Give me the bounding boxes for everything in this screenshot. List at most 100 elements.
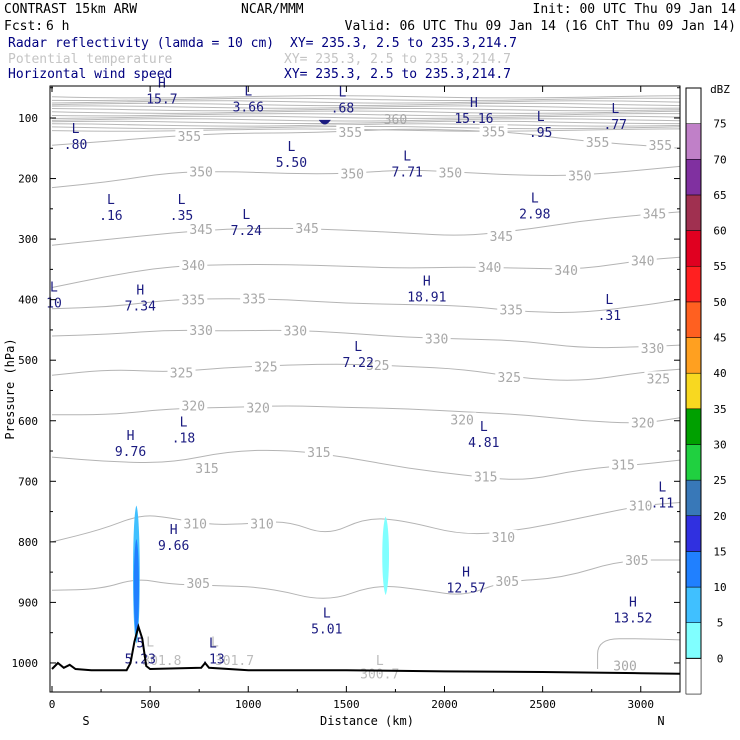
theta-label-330: 330 xyxy=(284,325,307,340)
wind-extremum-value: .68 xyxy=(331,102,354,117)
forecast-hours: 6 h xyxy=(46,19,69,34)
colorbar-swatch-60 xyxy=(685,230,702,267)
colorbar-swatch-5 xyxy=(685,622,702,659)
x-tick-label: 500 xyxy=(140,698,160,711)
theta-label-325: 325 xyxy=(498,371,521,386)
theta-label-305: 305 xyxy=(186,577,209,592)
colorbar-frame xyxy=(685,87,702,659)
wind-extremum-value: 5.01 xyxy=(311,622,342,637)
colorbar-label-75: 75 xyxy=(713,118,726,131)
theta-label-345: 345 xyxy=(295,222,318,237)
model-title: CONTRAST 15km ARW xyxy=(4,2,137,17)
wind-extremum-marker: L xyxy=(178,193,186,208)
colorbar-label-60: 60 xyxy=(713,225,726,238)
theta-label-bg xyxy=(644,371,673,385)
colorbar-swatch-15 xyxy=(685,551,702,588)
y-tick-label: 1000 xyxy=(12,657,39,670)
theta-label-335: 335 xyxy=(499,303,522,318)
y-tick-label: 400 xyxy=(18,294,38,307)
theta-label-bg xyxy=(471,469,500,483)
theta-label-bg xyxy=(179,292,208,306)
theta-label-325: 325 xyxy=(366,359,389,374)
theta-label-bg xyxy=(479,124,508,138)
colorbar-swatch-below xyxy=(685,658,702,695)
x-tick-label: 1000 xyxy=(235,698,262,711)
reflectivity-cell-15dbz xyxy=(133,538,140,636)
theta-contour-315 xyxy=(51,449,681,480)
upper-band-contour xyxy=(51,113,680,117)
theta-label-310: 310 xyxy=(629,500,652,515)
theta-label-350: 350 xyxy=(568,170,591,185)
x-tick-label: 1500 xyxy=(333,698,360,711)
legend-wind-speed-xy: XY= 235.3, 2.5 to 235.3,214.7 xyxy=(284,67,511,82)
x-tick-label: 2000 xyxy=(431,698,458,711)
wind-extremum-marker: H xyxy=(136,284,144,299)
theta-contour-300 xyxy=(597,638,681,670)
colorbar-label-70: 70 xyxy=(713,153,726,166)
colorbar-swatch-50 xyxy=(685,301,702,338)
x-tick-label: 2500 xyxy=(529,698,556,711)
colorbar-label-40: 40 xyxy=(713,367,726,380)
theta-contour-labels: 360 355 355 355 355 355 350 350 350 350 345 345 345 3… xyxy=(142,113,675,683)
upper-band-contour xyxy=(51,102,681,107)
theta-label-320: 320 xyxy=(631,417,654,432)
theta-label-315: 315 xyxy=(474,470,497,485)
colorbar-label-50: 50 xyxy=(713,296,726,309)
wind-extremum-value: .11 xyxy=(651,497,674,512)
theta-label-310: 310 xyxy=(492,531,515,546)
wind-extremum-marker: L xyxy=(605,293,613,308)
theta-label-bg xyxy=(497,302,526,316)
upper-band-contour xyxy=(51,110,681,114)
theta-label-330: 330 xyxy=(425,332,448,347)
wind-extremum-marker: L xyxy=(288,140,296,155)
colorbar-swatch-65 xyxy=(685,194,702,231)
forecast-label: Fcst: xyxy=(4,19,43,34)
theta-contour-320 xyxy=(52,405,681,424)
theta-label-320: 320 xyxy=(246,401,269,416)
theta-label-bg xyxy=(493,574,522,588)
reflectivity-cell-5dbz xyxy=(382,516,389,596)
theta-label-345: 345 xyxy=(643,208,666,223)
colorbar-label-10: 10 xyxy=(713,581,726,594)
reflectivity-cells xyxy=(133,505,389,644)
colorbar-label-25: 25 xyxy=(713,474,726,487)
theta-label-bg xyxy=(565,168,594,182)
theta-label-305: 305 xyxy=(496,575,519,590)
theta-label-bg xyxy=(495,370,524,384)
colorbar-label-65: 65 xyxy=(713,189,726,202)
theta-label-bg xyxy=(638,341,667,355)
colorbar-swatch-40 xyxy=(685,372,702,410)
theta-label-bg xyxy=(247,516,276,530)
theta-label-355: 355 xyxy=(339,126,362,141)
colorbar-swatch-30 xyxy=(685,444,702,481)
theta-label-355: 355 xyxy=(482,125,505,140)
wind-extremum-marker: L xyxy=(611,102,619,117)
theta-label-bg xyxy=(475,259,504,273)
colorbar-unit: dBZ xyxy=(710,83,730,96)
theta-label-bg xyxy=(640,206,669,220)
wind-extremum-marker: L xyxy=(242,208,250,223)
valid-time: Valid: 06 UTC Thu 09 Jan 14 (16 ChT Thu … xyxy=(345,19,736,34)
theta-label-bg xyxy=(448,412,477,426)
y-axis: 100 200 300 400 500 600 700 800 900 1000 xyxy=(12,87,680,670)
theta-label-bg xyxy=(336,124,365,138)
wind-extremum-marker: L xyxy=(244,85,252,100)
x-tick-label: 0 xyxy=(49,698,56,711)
theta-label-355: 355 xyxy=(649,139,672,154)
wind-extremum-value: 4.81 xyxy=(468,436,499,451)
theta-label-325: 325 xyxy=(647,372,670,387)
wind-extremum-value: 3.66 xyxy=(233,101,264,116)
wind-minimum-marker xyxy=(318,119,331,125)
theta-contour-305 xyxy=(51,559,680,599)
wind-extremum-value: 9.66 xyxy=(158,539,189,554)
theta-label-330: 330 xyxy=(189,324,212,339)
theta-label-bg xyxy=(646,138,675,152)
theta-label-345: 345 xyxy=(189,223,212,238)
wind-extremum-value: 7.71 xyxy=(392,165,423,180)
x-axis: 0 500 1000 1500 2000 2500 3000 xyxy=(49,86,654,711)
theta-label-350: 350 xyxy=(189,165,212,180)
theta-contours xyxy=(51,128,681,670)
y-axis-label: Pressure (hPa) xyxy=(3,338,17,439)
wind-extremum-value: .13 xyxy=(201,653,224,668)
x-axis-north-label: N xyxy=(657,714,664,728)
